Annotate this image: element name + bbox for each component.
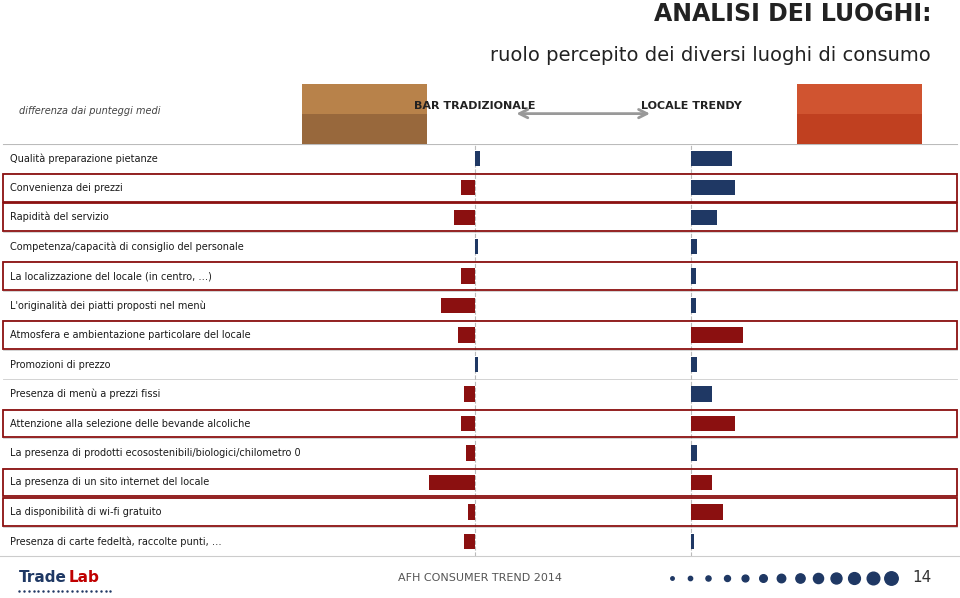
Text: Lab: Lab [69, 570, 100, 585]
Text: Presenza di menù a prezzi fissi: Presenza di menù a prezzi fissi [10, 389, 160, 399]
Text: La disponibilità di wi-fi gratuito: La disponibilità di wi-fi gratuito [10, 507, 161, 517]
Bar [691, 416, 735, 431]
Bar [691, 180, 735, 196]
Text: ruolo percepito dei diversi luoghi di consumo: ruolo percepito dei diversi luoghi di co… [491, 46, 931, 65]
Bar [691, 239, 697, 254]
Bar [691, 357, 697, 372]
Text: La presenza di prodotti ecosostenibili/biologici/chilometro 0: La presenza di prodotti ecosostenibili/b… [10, 448, 300, 458]
Text: Convenienza dei prezzi: Convenienza dei prezzi [10, 183, 122, 193]
Text: Promozioni di prezzo: Promozioni di prezzo [10, 359, 110, 370]
Text: ANALISI DEI LUOGHI:: ANALISI DEI LUOGHI: [654, 2, 931, 26]
Bar [441, 298, 475, 313]
Text: Trade: Trade [19, 570, 67, 585]
Bar [691, 386, 712, 402]
Bar [462, 416, 475, 431]
Bar [302, 114, 427, 144]
Text: differenza dai punteggi medi: differenza dai punteggi medi [19, 106, 160, 115]
Bar [691, 269, 696, 284]
Bar [454, 209, 475, 225]
Text: Presenza di carte fedeltà, raccolte punti, …: Presenza di carte fedeltà, raccolte punt… [10, 536, 221, 547]
Bar [302, 84, 427, 144]
Bar [464, 386, 475, 402]
Bar [691, 151, 732, 166]
Bar [691, 298, 696, 313]
Bar [691, 534, 693, 549]
Bar [691, 209, 716, 225]
Text: BAR TRADIZIONALE: BAR TRADIZIONALE [415, 102, 536, 111]
Bar [475, 357, 477, 372]
Bar [458, 328, 475, 343]
Text: L'originalità dei piatti proposti nel menù: L'originalità dei piatti proposti nel me… [10, 300, 205, 311]
Bar [691, 446, 697, 460]
Bar [475, 239, 477, 254]
Bar [462, 269, 475, 284]
Bar [797, 84, 922, 144]
Text: La presenza di un sito internet del locale: La presenza di un sito internet del loca… [10, 477, 209, 487]
Bar [429, 475, 475, 490]
Bar [464, 534, 475, 549]
Text: Attenzione alla selezione delle bevande alcoliche: Attenzione alla selezione delle bevande … [10, 419, 250, 429]
Text: 14: 14 [912, 570, 931, 585]
Bar [466, 446, 475, 460]
Bar [468, 504, 475, 520]
Text: Atmosfera e ambientazione particolare del locale: Atmosfera e ambientazione particolare de… [10, 330, 251, 340]
Text: Rapidità del servizio: Rapidità del servizio [10, 212, 108, 222]
Bar [797, 84, 922, 114]
Bar [691, 504, 724, 520]
Text: LOCALE TRENDY: LOCALE TRENDY [640, 102, 742, 111]
Bar [691, 475, 712, 490]
Bar [475, 151, 480, 166]
Bar [691, 328, 743, 343]
Text: Competenza/capacità di consiglio del personale: Competenza/capacità di consiglio del per… [10, 242, 243, 252]
Text: AFH CONSUMER TREND 2014: AFH CONSUMER TREND 2014 [398, 573, 562, 583]
Bar [462, 180, 475, 196]
Text: La localizzazione del locale (in centro, …): La localizzazione del locale (in centro,… [10, 271, 211, 281]
Text: Qualità preparazione pietanze: Qualità preparazione pietanze [10, 153, 157, 163]
